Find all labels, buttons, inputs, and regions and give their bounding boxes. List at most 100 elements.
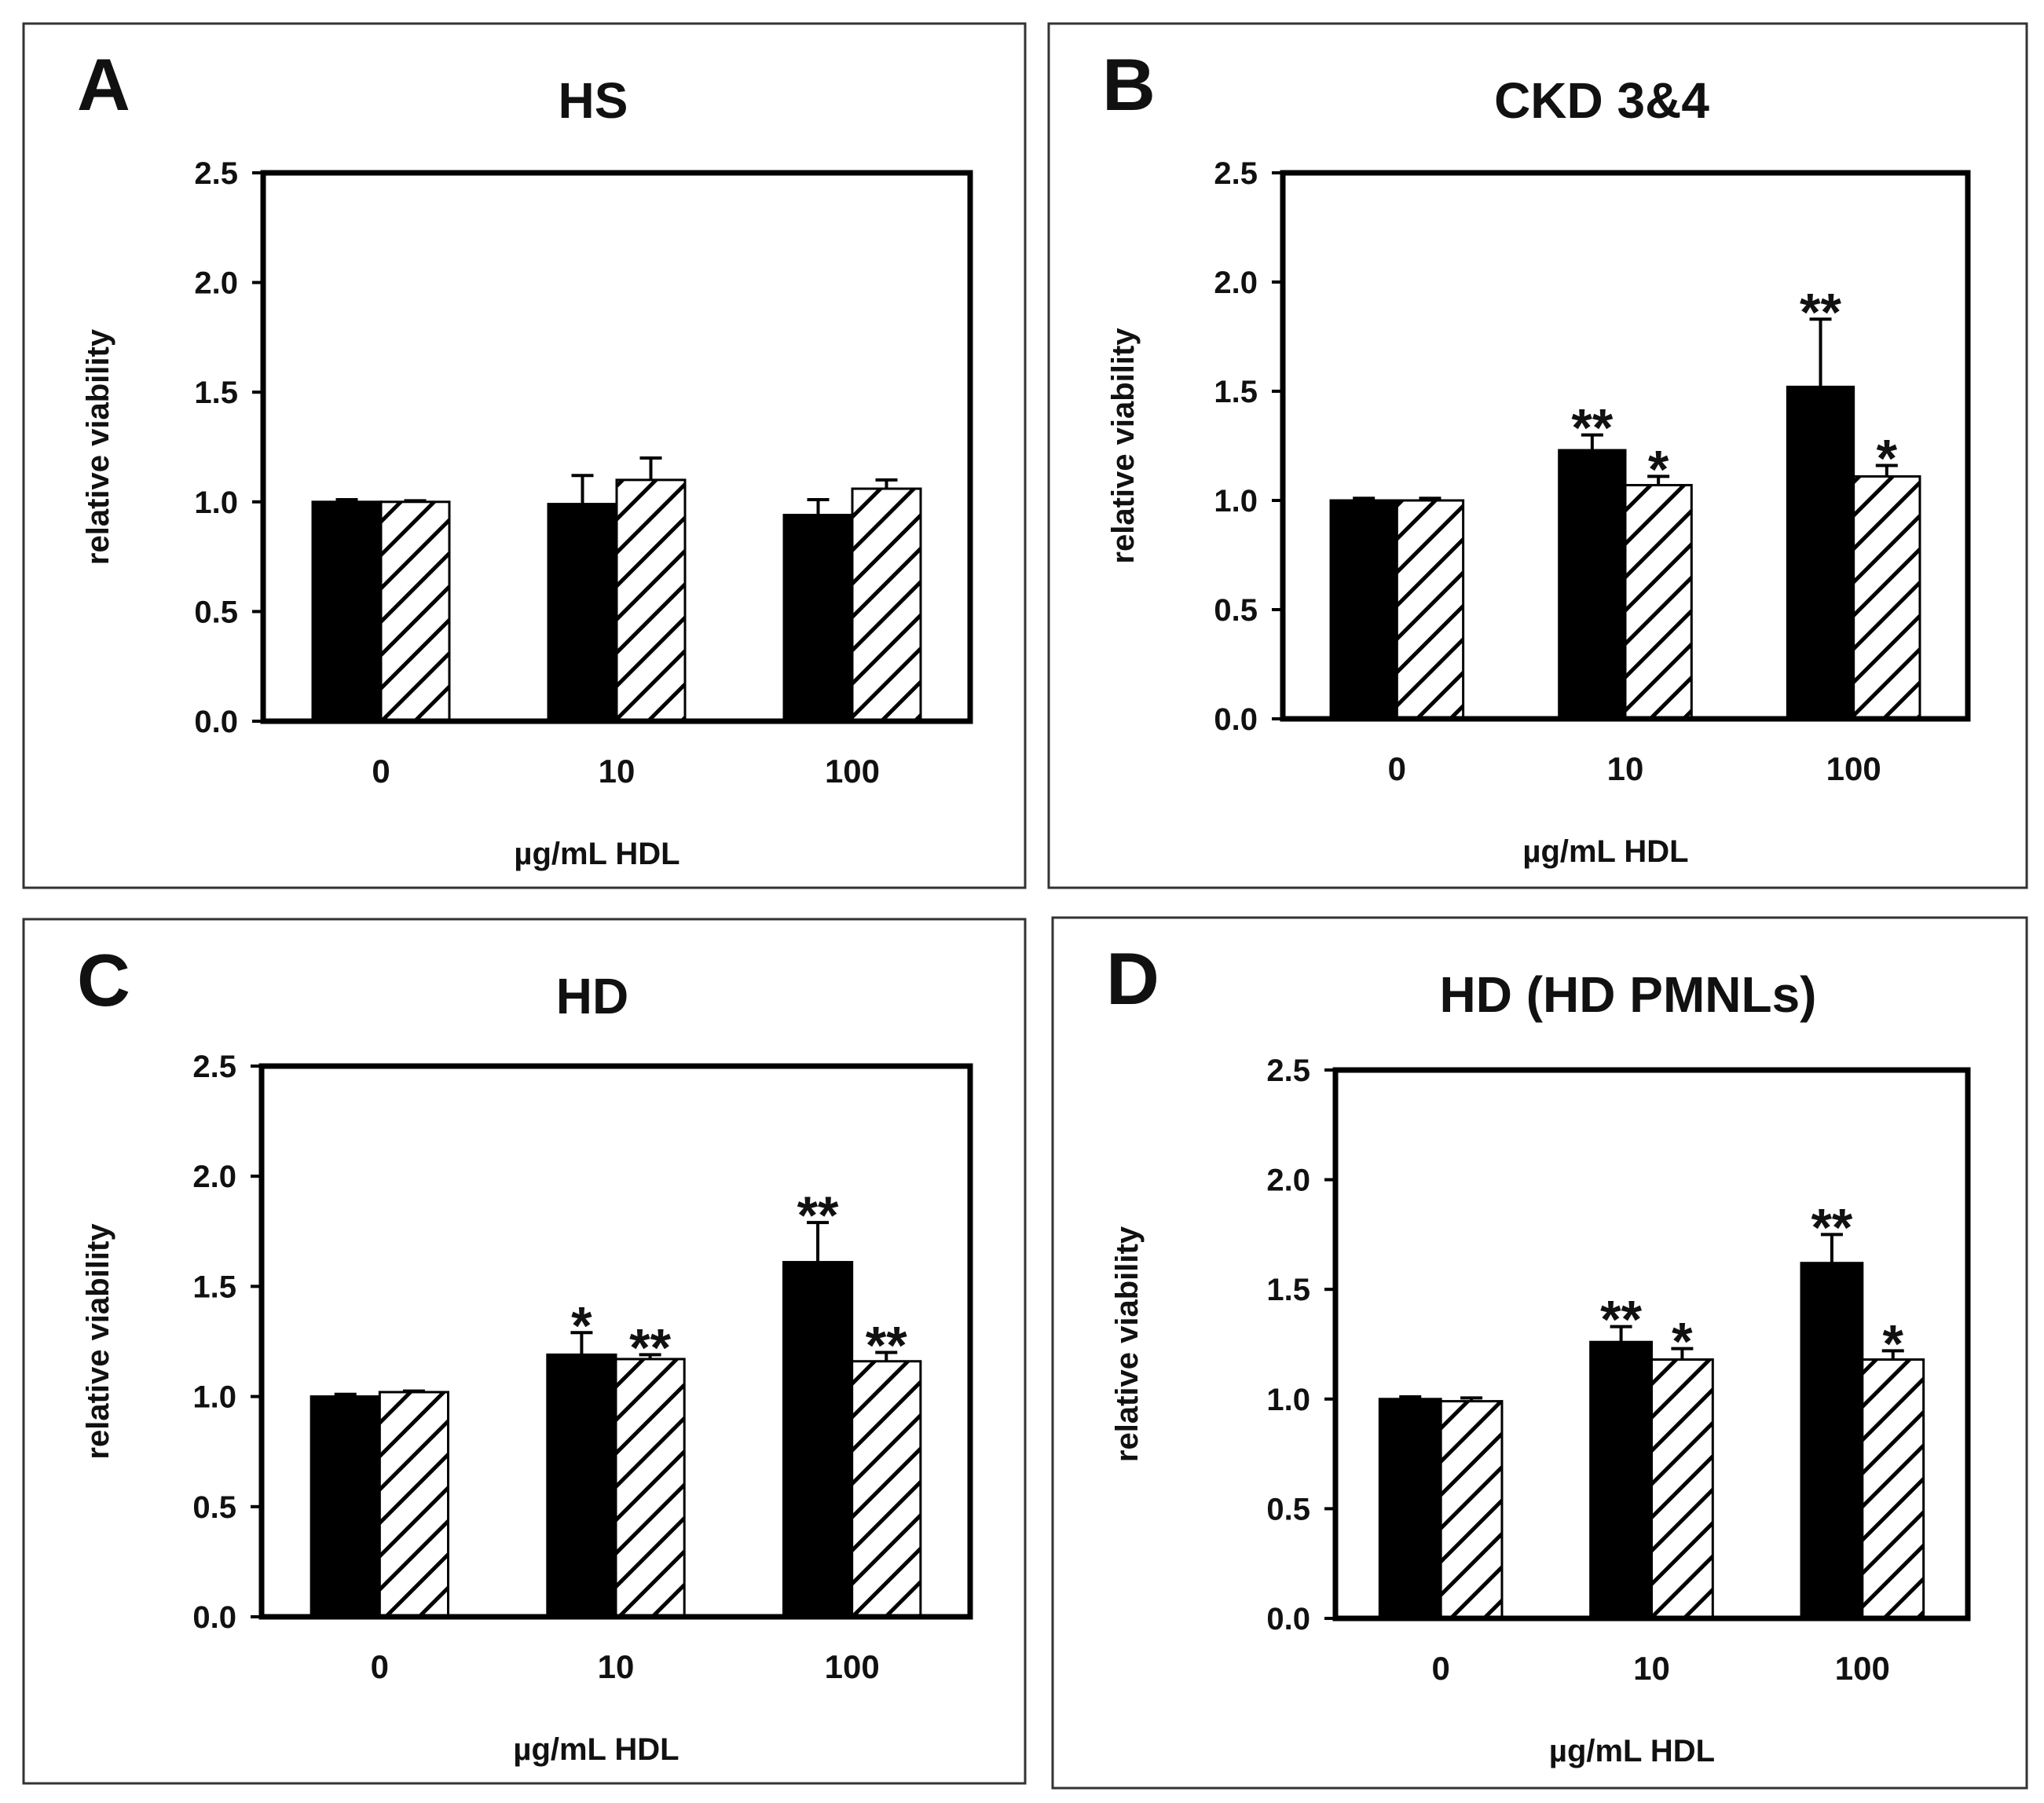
- bar-solid-100: [1800, 1262, 1864, 1620]
- significance-label: **: [1571, 398, 1613, 458]
- x-tick-label: 100: [825, 1648, 880, 1685]
- bar-hatched-10: [614, 1358, 686, 1618]
- y-axis-title: relative viability: [81, 1223, 115, 1460]
- panel-frame: [22, 918, 1027, 1785]
- panel-frame: [1051, 916, 2028, 1790]
- bar-hatched-10: [1650, 1358, 1714, 1620]
- panel-letter: A: [77, 43, 130, 126]
- y-tick-label: 2.5: [1214, 156, 1258, 191]
- y-tick-label: 1.0: [1214, 484, 1258, 519]
- bar-solid-100: [782, 1261, 854, 1618]
- x-tick-label: 0: [1388, 750, 1406, 787]
- bar-solid-0: [1378, 1398, 1442, 1620]
- bar-solid-10: [547, 503, 618, 723]
- significance-label: **: [866, 1316, 907, 1376]
- y-tick-label: 2.0: [1214, 266, 1258, 300]
- significance-label: **: [629, 1317, 671, 1377]
- panel-letter: D: [1106, 937, 1159, 1020]
- panel-d: D HD (HD PMNLs) 0.0 0.5 1.0 1.5 2.0 2.5 relative…: [1051, 916, 2028, 1790]
- bar-solid-100: [1786, 385, 1855, 720]
- panel-letter: C: [77, 939, 130, 1021]
- x-axis-title: µg/mL HDL: [1549, 1734, 1715, 1768]
- y-tick-label: 1.5: [192, 1270, 236, 1304]
- x-axis-title: µg/mL HDL: [513, 1732, 679, 1767]
- bar-hatched-0: [1439, 1400, 1504, 1620]
- y-tick-label: 1.5: [194, 376, 238, 410]
- y-axis-title: relative viability: [81, 328, 115, 565]
- bar-hatched-100: [851, 487, 922, 723]
- bar-solid-100: [782, 514, 854, 723]
- y-tick-label: 2.0: [1266, 1164, 1310, 1198]
- y-axis-title: relative viability: [1106, 328, 1141, 564]
- chart-title: HS: [559, 72, 628, 129]
- significance-label: **: [1811, 1197, 1852, 1257]
- x-axis-title: µg/mL HDL: [1522, 834, 1688, 869]
- bar-hatched-10: [615, 478, 687, 723]
- y-tick-label: 0.5: [194, 595, 238, 629]
- x-tick-label: 0: [372, 753, 390, 790]
- y-tick-label: 1.0: [194, 486, 238, 520]
- x-tick-label: 100: [1835, 1650, 1890, 1687]
- y-tick-label: 2.5: [1266, 1054, 1310, 1088]
- x-tick-label: 10: [599, 753, 636, 790]
- panel-letter: B: [1102, 43, 1156, 126]
- y-tick-label: 0.5: [1266, 1492, 1310, 1526]
- bar-solid-0: [311, 500, 383, 723]
- y-tick-label: 0.0: [1214, 702, 1258, 737]
- bar-hatched-100: [1861, 1358, 1925, 1620]
- y-tick-label: 1.0: [192, 1380, 236, 1415]
- significance-label: **: [1800, 282, 1841, 342]
- bar-solid-0: [1329, 499, 1398, 720]
- y-tick-label: 0.5: [1214, 593, 1258, 628]
- x-tick-label: 0: [1431, 1650, 1449, 1687]
- panel-c: C HD 0.0 0.5 1.0 1.5 2.0 2.5 relative viability 0…: [22, 918, 1027, 1785]
- bar-hatched-0: [1395, 499, 1465, 720]
- x-tick-label: 0: [371, 1648, 389, 1685]
- x-axis-title: µg/mL HDL: [514, 837, 680, 871]
- y-axis-title: relative viability: [1110, 1226, 1145, 1462]
- x-tick-label: 10: [598, 1648, 635, 1685]
- bar-hatched-0: [379, 500, 451, 723]
- y-tick-label: 2.0: [192, 1160, 236, 1194]
- y-tick-label: 2.5: [194, 156, 238, 191]
- y-tick-label: 1.5: [1266, 1273, 1310, 1307]
- y-tick-label: 1.0: [1266, 1383, 1310, 1417]
- significance-label: **: [797, 1186, 839, 1245]
- y-tick-label: 0.0: [194, 705, 238, 739]
- y-tick-label: 1.5: [1214, 375, 1258, 409]
- bar-hatched-100: [1852, 475, 1921, 720]
- y-tick-label: 2.0: [194, 266, 238, 301]
- bar-solid-10: [1589, 1340, 1654, 1620]
- x-tick-label: 100: [1826, 750, 1881, 787]
- plot-frame: [260, 170, 973, 724]
- bar-hatched-10: [1624, 484, 1693, 720]
- panel-b: B CKD 3&4 0.0 0.5 1.0 1.5 2.0 2.5 relative viabi…: [1047, 22, 2028, 889]
- panel-a: A HS 0.0 0.5 1.0 1.5 2.0 2.5 relative viability 0…: [22, 22, 1027, 889]
- x-tick-label: 10: [1633, 1650, 1670, 1687]
- panel-frame: [1047, 22, 2028, 889]
- y-tick-label: 0.5: [192, 1490, 236, 1525]
- bar-hatched-0: [378, 1391, 450, 1618]
- significance-label: *: [1883, 1314, 1904, 1373]
- chart-title: HD (HD PMNLs): [1440, 966, 1817, 1023]
- y-tick-label: 0.0: [1266, 1602, 1310, 1636]
- bar-hatched-100: [851, 1360, 922, 1618]
- plot-frame: [1280, 170, 1971, 722]
- significance-label: **: [1600, 1290, 1642, 1350]
- panel-frame: [22, 22, 1027, 889]
- plot-frame: [258, 1063, 973, 1620]
- chart-title: HD: [556, 968, 628, 1024]
- y-tick-label: 0.0: [192, 1600, 236, 1635]
- chart-title: CKD 3&4: [1494, 72, 1709, 129]
- y-tick-label: 2.5: [192, 1050, 236, 1084]
- bar-solid-0: [310, 1395, 381, 1618]
- plot-frame: [1332, 1067, 1971, 1622]
- bar-solid-10: [1558, 449, 1627, 720]
- x-tick-label: 100: [825, 753, 880, 790]
- significance-label: *: [571, 1295, 592, 1355]
- significance-label: *: [1672, 1312, 1693, 1372]
- bar-solid-10: [546, 1353, 617, 1618]
- x-tick-label: 10: [1607, 750, 1644, 787]
- significance-label: *: [1648, 439, 1669, 499]
